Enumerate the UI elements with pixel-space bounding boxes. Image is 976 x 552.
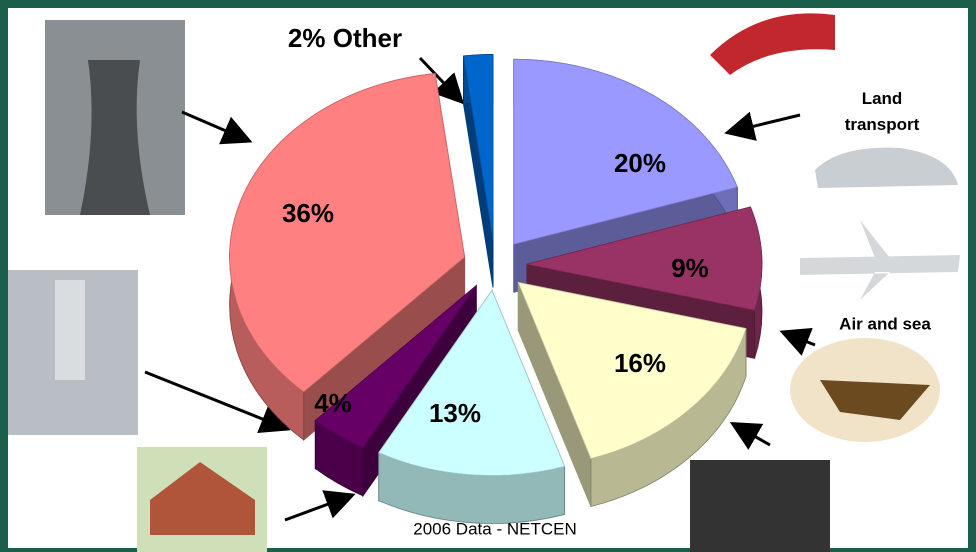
data-label: 20% (614, 148, 666, 178)
slice (463, 54, 494, 240)
slice (517, 281, 747, 459)
slice-label: 2% Other (288, 23, 402, 53)
data-label: 16% (614, 348, 666, 378)
pictures (8, 13, 960, 552)
arrow (724, 111, 801, 141)
slice (513, 58, 738, 245)
slice (378, 289, 566, 476)
slice (314, 285, 477, 449)
annotation-line: transport (845, 115, 920, 134)
source: 2006 Data - NETCEN (413, 519, 576, 538)
spacer (326, 23, 333, 53)
category-label: Other (333, 23, 402, 53)
annotation: Air and sea (839, 314, 931, 333)
data-label: 13% (429, 398, 481, 428)
arrow (284, 490, 356, 522)
arrow (418, 56, 465, 105)
arrow (729, 422, 771, 450)
pie (229, 54, 763, 524)
data-label: 9% (671, 253, 709, 283)
arrows (144, 56, 816, 522)
cooling-tower (80, 60, 150, 215)
car (815, 147, 958, 188)
slice-group (378, 288, 566, 524)
arrow (181, 110, 253, 145)
slice-group (517, 281, 747, 507)
data-label: 2% (288, 23, 326, 53)
slice (229, 73, 465, 393)
arrow (144, 370, 291, 434)
annotation-line: Land (862, 89, 903, 108)
train (710, 13, 835, 75)
plane (800, 220, 960, 300)
slice-group (229, 73, 466, 442)
slice (526, 206, 763, 311)
ship (820, 380, 930, 420)
factory-photo (690, 460, 830, 552)
slice-group (463, 54, 494, 288)
data-label: 36% (282, 198, 334, 228)
house (150, 462, 255, 535)
annotation: Land transport (845, 89, 920, 134)
tower-block (55, 280, 85, 380)
data-label: 4% (314, 388, 352, 418)
arrow (779, 327, 816, 356)
